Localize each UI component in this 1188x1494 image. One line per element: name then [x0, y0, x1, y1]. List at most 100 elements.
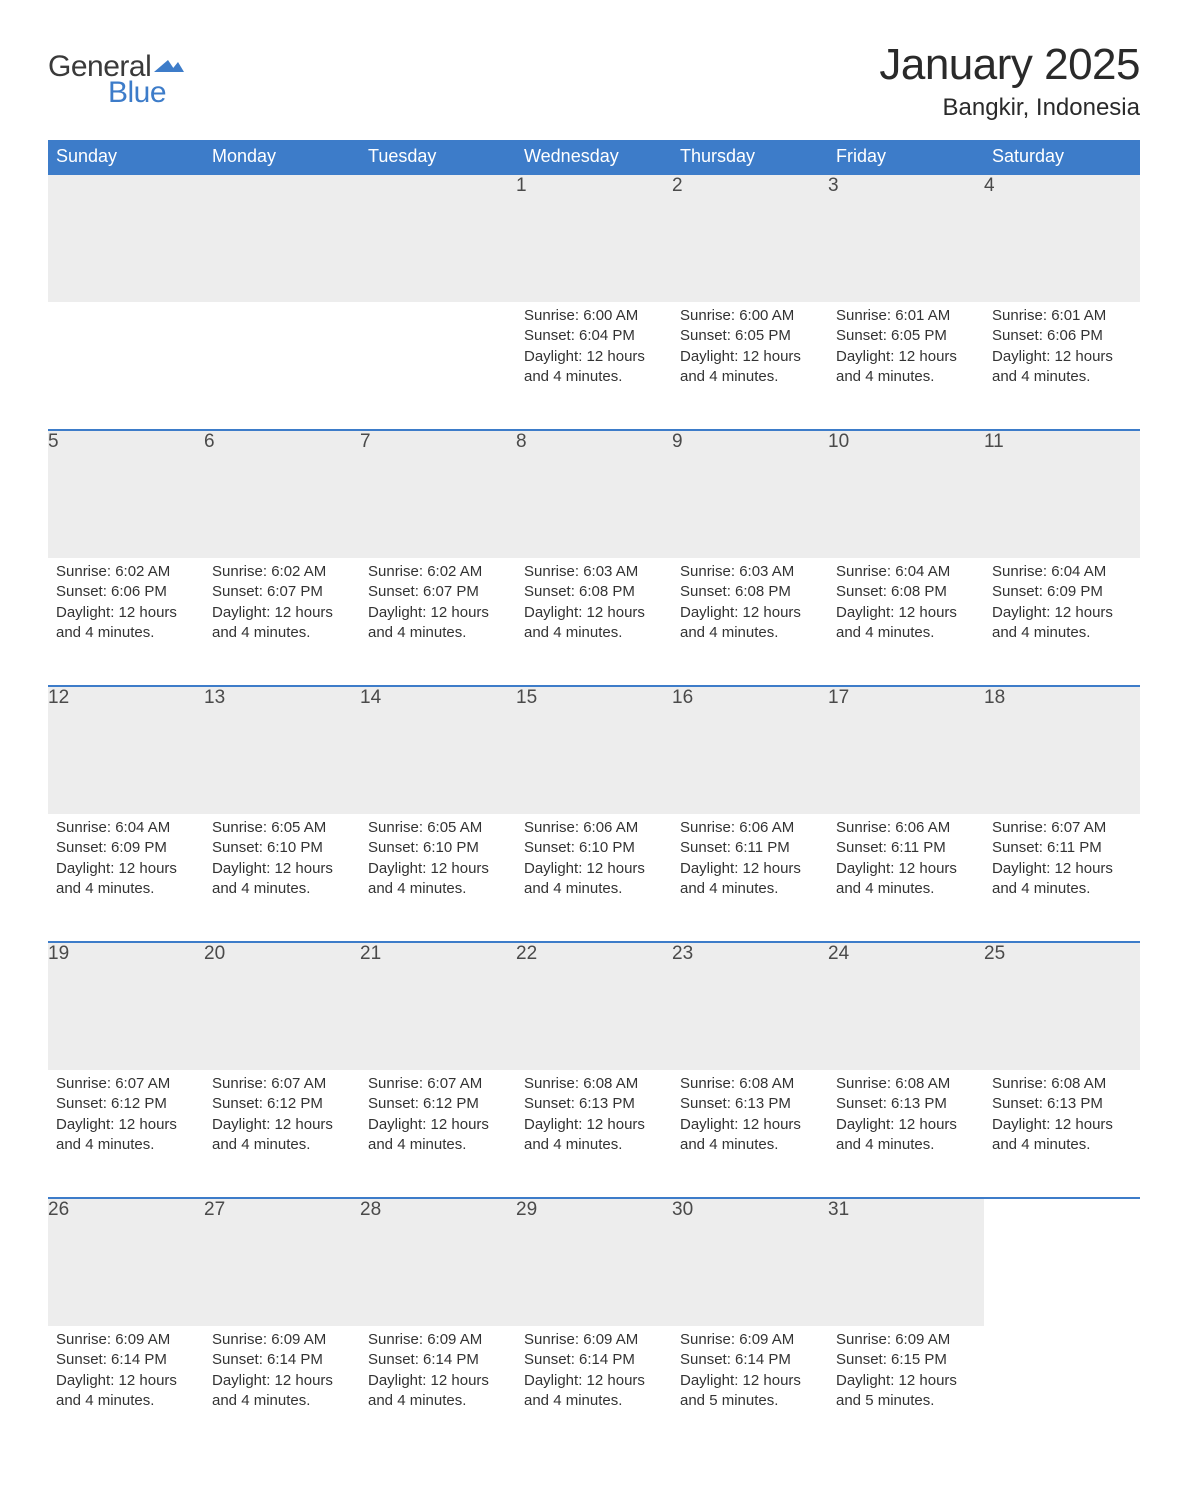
daylight-line: Daylight: 12 hours and 4 minutes.	[680, 1115, 820, 1156]
sunrise-line: Sunrise: 6:07 AM	[56, 1074, 196, 1094]
daylight-line: Daylight: 12 hours and 4 minutes.	[992, 1115, 1132, 1156]
empty-day-cell	[360, 302, 516, 430]
day-number: 23	[672, 942, 828, 1070]
daynum-row: 19202122232425	[48, 942, 1140, 1070]
daylight-line: Daylight: 12 hours and 4 minutes.	[368, 1115, 508, 1156]
empty-day-cell	[984, 1326, 1140, 1454]
sunrise-line: Sunrise: 6:04 AM	[992, 562, 1132, 582]
sunrise-line: Sunrise: 6:05 AM	[212, 818, 352, 838]
empty-day-number	[204, 174, 360, 302]
daylight-line: Daylight: 12 hours and 4 minutes.	[680, 347, 820, 388]
day-cell: Sunrise: 6:09 AMSunset: 6:14 PMDaylight:…	[48, 1326, 204, 1454]
daynum-row: 567891011	[48, 430, 1140, 558]
day-number: 18	[984, 686, 1140, 814]
day-content-row: Sunrise: 6:04 AMSunset: 6:09 PMDaylight:…	[48, 814, 1140, 942]
sunset-line: Sunset: 6:07 PM	[212, 582, 352, 602]
day-number: 2	[672, 174, 828, 302]
sunset-line: Sunset: 6:11 PM	[836, 838, 976, 858]
daylight-line: Daylight: 12 hours and 4 minutes.	[992, 859, 1132, 900]
day-cell: Sunrise: 6:02 AMSunset: 6:06 PMDaylight:…	[48, 558, 204, 686]
sunrise-line: Sunrise: 6:03 AM	[524, 562, 664, 582]
daylight-line: Daylight: 12 hours and 4 minutes.	[524, 859, 664, 900]
day-cell: Sunrise: 6:00 AMSunset: 6:04 PMDaylight:…	[516, 302, 672, 430]
day-number: 16	[672, 686, 828, 814]
daylight-line: Daylight: 12 hours and 4 minutes.	[524, 1115, 664, 1156]
day-content: Sunrise: 6:09 AMSunset: 6:14 PMDaylight:…	[48, 1326, 204, 1421]
title-block: January 2025 Bangkir, Indonesia	[879, 40, 1140, 122]
day-number: 3	[828, 174, 984, 302]
day-content-row: Sunrise: 6:00 AMSunset: 6:04 PMDaylight:…	[48, 302, 1140, 430]
sunrise-line: Sunrise: 6:02 AM	[212, 562, 352, 582]
day-number: 6	[204, 430, 360, 558]
sunset-line: Sunset: 6:08 PM	[524, 582, 664, 602]
day-number: 27	[204, 1198, 360, 1326]
daylight-line: Daylight: 12 hours and 4 minutes.	[212, 859, 352, 900]
calendar-head: Sunday Monday Tuesday Wednesday Thursday…	[48, 140, 1140, 174]
day-content: Sunrise: 6:00 AMSunset: 6:04 PMDaylight:…	[516, 302, 672, 397]
sunset-line: Sunset: 6:14 PM	[524, 1350, 664, 1370]
day-cell: Sunrise: 6:09 AMSunset: 6:15 PMDaylight:…	[828, 1326, 984, 1454]
day-cell: Sunrise: 6:09 AMSunset: 6:14 PMDaylight:…	[516, 1326, 672, 1454]
daylight-line: Daylight: 12 hours and 4 minutes.	[836, 859, 976, 900]
sunrise-line: Sunrise: 6:01 AM	[992, 306, 1132, 326]
sunset-line: Sunset: 6:04 PM	[524, 326, 664, 346]
day-content: Sunrise: 6:06 AMSunset: 6:10 PMDaylight:…	[516, 814, 672, 909]
daylight-line: Daylight: 12 hours and 5 minutes.	[836, 1371, 976, 1412]
sunset-line: Sunset: 6:12 PM	[212, 1094, 352, 1114]
day-cell: Sunrise: 6:07 AMSunset: 6:12 PMDaylight:…	[360, 1070, 516, 1198]
daylight-line: Daylight: 12 hours and 4 minutes.	[212, 1115, 352, 1156]
day-number: 15	[516, 686, 672, 814]
sunset-line: Sunset: 6:13 PM	[524, 1094, 664, 1114]
day-number: 5	[48, 430, 204, 558]
day-number: 11	[984, 430, 1140, 558]
day-content: Sunrise: 6:03 AMSunset: 6:08 PMDaylight:…	[672, 558, 828, 653]
sunrise-line: Sunrise: 6:07 AM	[992, 818, 1132, 838]
day-number: 25	[984, 942, 1140, 1070]
day-number: 28	[360, 1198, 516, 1326]
sunset-line: Sunset: 6:15 PM	[836, 1350, 976, 1370]
daylight-line: Daylight: 12 hours and 4 minutes.	[836, 347, 976, 388]
weekday-thursday: Thursday	[672, 140, 828, 174]
day-number: 12	[48, 686, 204, 814]
day-content: Sunrise: 6:01 AMSunset: 6:05 PMDaylight:…	[828, 302, 984, 397]
sunset-line: Sunset: 6:12 PM	[368, 1094, 508, 1114]
day-cell: Sunrise: 6:01 AMSunset: 6:06 PMDaylight:…	[984, 302, 1140, 430]
sunset-line: Sunset: 6:14 PM	[680, 1350, 820, 1370]
day-number: 8	[516, 430, 672, 558]
sunrise-line: Sunrise: 6:06 AM	[524, 818, 664, 838]
sunrise-line: Sunrise: 6:09 AM	[212, 1330, 352, 1350]
day-cell: Sunrise: 6:04 AMSunset: 6:09 PMDaylight:…	[48, 814, 204, 942]
sunset-line: Sunset: 6:14 PM	[212, 1350, 352, 1370]
day-content-row: Sunrise: 6:02 AMSunset: 6:06 PMDaylight:…	[48, 558, 1140, 686]
day-content-row: Sunrise: 6:09 AMSunset: 6:14 PMDaylight:…	[48, 1326, 1140, 1454]
day-cell: Sunrise: 6:06 AMSunset: 6:11 PMDaylight:…	[672, 814, 828, 942]
day-cell: Sunrise: 6:05 AMSunset: 6:10 PMDaylight:…	[360, 814, 516, 942]
sunrise-line: Sunrise: 6:08 AM	[680, 1074, 820, 1094]
weekday-saturday: Saturday	[984, 140, 1140, 174]
sunset-line: Sunset: 6:09 PM	[56, 838, 196, 858]
day-content: Sunrise: 6:04 AMSunset: 6:09 PMDaylight:…	[48, 814, 204, 909]
empty-day-cell	[204, 302, 360, 430]
sunset-line: Sunset: 6:08 PM	[836, 582, 976, 602]
weekday-friday: Friday	[828, 140, 984, 174]
page-title: January 2025	[879, 40, 1140, 90]
daynum-row: 262728293031	[48, 1198, 1140, 1326]
day-content: Sunrise: 6:02 AMSunset: 6:07 PMDaylight:…	[204, 558, 360, 653]
day-number: 14	[360, 686, 516, 814]
calendar-table: Sunday Monday Tuesday Wednesday Thursday…	[48, 140, 1140, 1454]
sunset-line: Sunset: 6:07 PM	[368, 582, 508, 602]
sunrise-line: Sunrise: 6:09 AM	[836, 1330, 976, 1350]
day-cell: Sunrise: 6:04 AMSunset: 6:09 PMDaylight:…	[984, 558, 1140, 686]
day-content: Sunrise: 6:08 AMSunset: 6:13 PMDaylight:…	[672, 1070, 828, 1165]
calendar-page: General Blue January 2025 Bangkir, Indon…	[0, 0, 1188, 1494]
day-number: 30	[672, 1198, 828, 1326]
location-label: Bangkir, Indonesia	[879, 94, 1140, 122]
day-content: Sunrise: 6:06 AMSunset: 6:11 PMDaylight:…	[672, 814, 828, 909]
sunrise-line: Sunrise: 6:05 AM	[368, 818, 508, 838]
day-number: 24	[828, 942, 984, 1070]
brand-text-blue: Blue	[108, 76, 166, 110]
weekday-monday: Monday	[204, 140, 360, 174]
day-content: Sunrise: 6:07 AMSunset: 6:12 PMDaylight:…	[360, 1070, 516, 1165]
sunset-line: Sunset: 6:10 PM	[212, 838, 352, 858]
sunrise-line: Sunrise: 6:01 AM	[836, 306, 976, 326]
